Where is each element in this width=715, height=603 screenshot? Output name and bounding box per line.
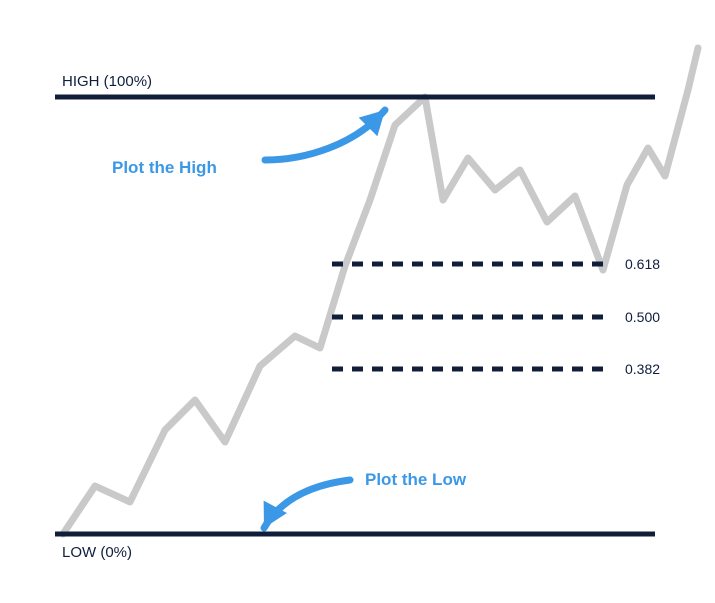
- fib-level-label-0618: 0.618: [625, 256, 660, 272]
- arrow-high: [265, 110, 385, 160]
- fib-levels-group: [332, 264, 610, 369]
- fib-level-label-0500: 0.500: [625, 309, 660, 325]
- plot-high-callout: Plot the High: [112, 158, 217, 178]
- high-label: HIGH (100%): [62, 73, 152, 90]
- fibonacci-retracement-diagram: HIGH (100%) LOW (0%) 0.618 0.500 0.382 P…: [0, 0, 715, 603]
- chart-svg: [0, 0, 715, 603]
- low-label: LOW (0%): [62, 544, 132, 561]
- fib-level-label-0382: 0.382: [625, 361, 660, 377]
- arrow-low: [264, 480, 350, 528]
- plot-low-callout: Plot the Low: [365, 470, 466, 490]
